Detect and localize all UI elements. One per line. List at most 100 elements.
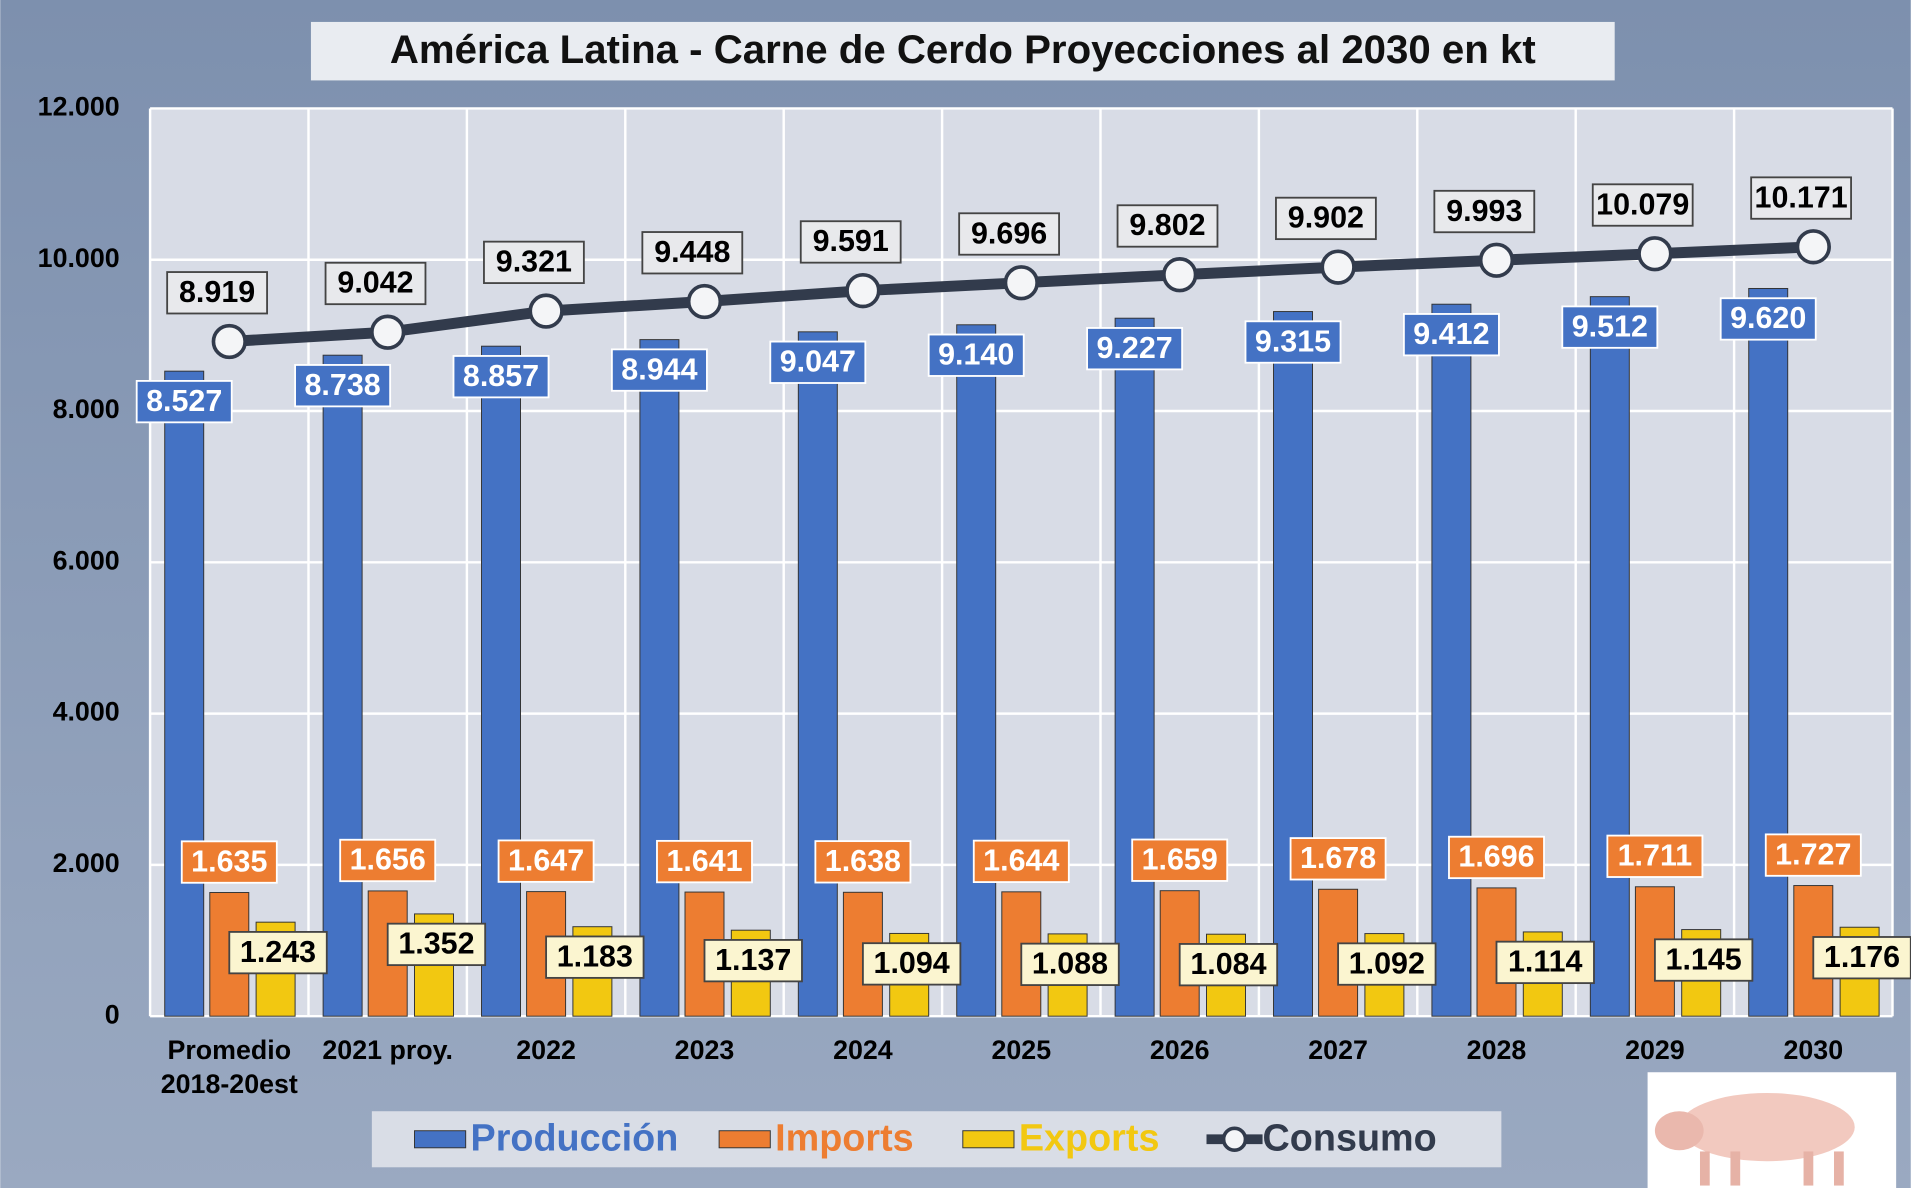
x-tick-label-box: 2023 (619, 1033, 790, 1109)
value-label: 1.647 (508, 843, 584, 877)
x-tick-label: 2028 (1411, 1033, 1582, 1067)
x-tick-label-box: 2021 proy. (302, 1033, 473, 1109)
value-label: 1.352 (398, 927, 474, 961)
bar (1749, 288, 1788, 1016)
x-tick-label-box: 2024 (778, 1033, 949, 1109)
y-tick-label: 8.000 (53, 394, 120, 424)
value-label: 8.919 (179, 275, 255, 309)
line-marker (530, 295, 562, 327)
y-tick-label: 10.000 (38, 243, 120, 273)
x-tick-label: 2023 (619, 1033, 790, 1067)
chart: América Latina - Carne de Cerdo Proyecci… (0, 0, 1911, 1188)
line-marker (372, 316, 404, 348)
x-tick-label: 2024 (778, 1033, 949, 1067)
value-label: 1.641 (666, 844, 742, 878)
line-marker (1797, 231, 1829, 263)
value-label: 1.635 (191, 844, 267, 878)
legend-label: Imports (775, 1117, 914, 1159)
value-label: 9.902 (1288, 201, 1364, 235)
legend-label: Producción (471, 1117, 679, 1159)
x-tick-label-box: 2030 (1728, 1033, 1899, 1109)
chart-title: América Latina - Carne de Cerdo Proyecci… (390, 27, 1536, 72)
line-marker (847, 275, 879, 307)
value-label: 9.620 (1730, 301, 1806, 335)
y-tick-label: 4.000 (53, 697, 120, 727)
value-label: 1.094 (874, 946, 950, 980)
value-label: 9.696 (971, 216, 1047, 250)
value-label: 1.176 (1824, 940, 1900, 974)
x-tick-label-box: 2029 (1570, 1033, 1741, 1109)
value-label: 8.527 (146, 384, 222, 418)
value-label: 1.183 (557, 939, 633, 973)
value-label: 9.315 (1255, 324, 1331, 358)
value-label: 9.591 (813, 224, 889, 258)
bar (1274, 312, 1313, 1017)
legend-swatch (963, 1131, 1014, 1148)
bar (165, 371, 204, 1016)
value-label: 9.321 (496, 245, 572, 279)
y-tick-label: 2.000 (53, 848, 120, 878)
x-tick-label-box: Promedio 2018-20est (144, 1033, 315, 1109)
value-label: 1.092 (1349, 946, 1425, 980)
line-marker (1322, 251, 1354, 283)
x-tick-label-box: 2022 (461, 1033, 632, 1109)
x-tick-label: 2027 (1253, 1033, 1424, 1067)
value-label: 1.678 (1300, 841, 1376, 875)
legend-swatch-marker (1224, 1128, 1246, 1150)
y-tick-label: 6.000 (53, 545, 120, 575)
x-tick-label: 2025 (936, 1033, 1107, 1067)
value-label: 9.042 (337, 266, 413, 300)
value-label: 1.243 (240, 935, 316, 969)
x-tick-label: 2030 (1728, 1033, 1899, 1067)
x-tick-label: 2021 proy. (302, 1033, 473, 1067)
value-label: 1.084 (1190, 947, 1266, 981)
x-tick-label: 2022 (461, 1033, 632, 1067)
y-tick-label: 0 (105, 999, 120, 1029)
value-label: 1.644 (983, 844, 1059, 878)
bar (798, 332, 837, 1016)
value-label: 9.512 (1572, 309, 1648, 343)
legend-swatch (415, 1131, 466, 1148)
bar (1432, 304, 1471, 1016)
x-tick-label: Promedio 2018-20est (144, 1033, 315, 1101)
legend-swatch (719, 1131, 770, 1148)
value-label: 10.171 (1755, 180, 1848, 214)
line-marker (1481, 244, 1513, 276)
value-label: 1.145 (1666, 942, 1742, 976)
value-label: 10.079 (1596, 187, 1689, 221)
value-label: 8.857 (463, 359, 539, 393)
value-label: 1.656 (350, 843, 426, 877)
value-label: 1.711 (1618, 839, 1693, 873)
value-label: 9.993 (1446, 194, 1522, 228)
value-label: 1.659 (1142, 843, 1218, 877)
bar (1590, 297, 1629, 1017)
bar (482, 346, 521, 1016)
y-tick-label: 12.000 (38, 92, 120, 122)
bar (640, 340, 679, 1017)
value-label: 9.802 (1129, 208, 1205, 242)
value-label: 8.944 (621, 352, 697, 386)
line-marker (1639, 238, 1671, 270)
line-marker (1164, 259, 1196, 291)
x-tick-label-box: 2027 (1253, 1033, 1424, 1109)
value-label: 1.114 (1508, 945, 1583, 979)
value-label: 9.140 (938, 338, 1014, 372)
x-tick-label: 2026 (1094, 1033, 1265, 1067)
page: América Latina - Carne de Cerdo Proyecci… (0, 0, 1911, 1188)
value-label: 9.412 (1413, 317, 1489, 351)
bar (957, 325, 996, 1016)
x-tick-label-box: 2025 (936, 1033, 1107, 1109)
value-label: 8.738 (305, 368, 381, 402)
value-label: 1.696 (1458, 840, 1534, 874)
line-marker (689, 286, 721, 318)
value-label: 1.727 (1775, 837, 1851, 871)
legend-label: Exports (1019, 1117, 1160, 1159)
x-tick-label-box: 2028 (1411, 1033, 1582, 1109)
value-label: 9.047 (780, 345, 856, 379)
value-label: 9.227 (1097, 331, 1173, 365)
value-label: 9.448 (654, 235, 730, 269)
value-label: 1.088 (1032, 947, 1108, 981)
line-marker (1005, 267, 1037, 299)
value-label: 1.638 (825, 844, 901, 878)
x-tick-label-box: 2026 (1094, 1033, 1265, 1109)
